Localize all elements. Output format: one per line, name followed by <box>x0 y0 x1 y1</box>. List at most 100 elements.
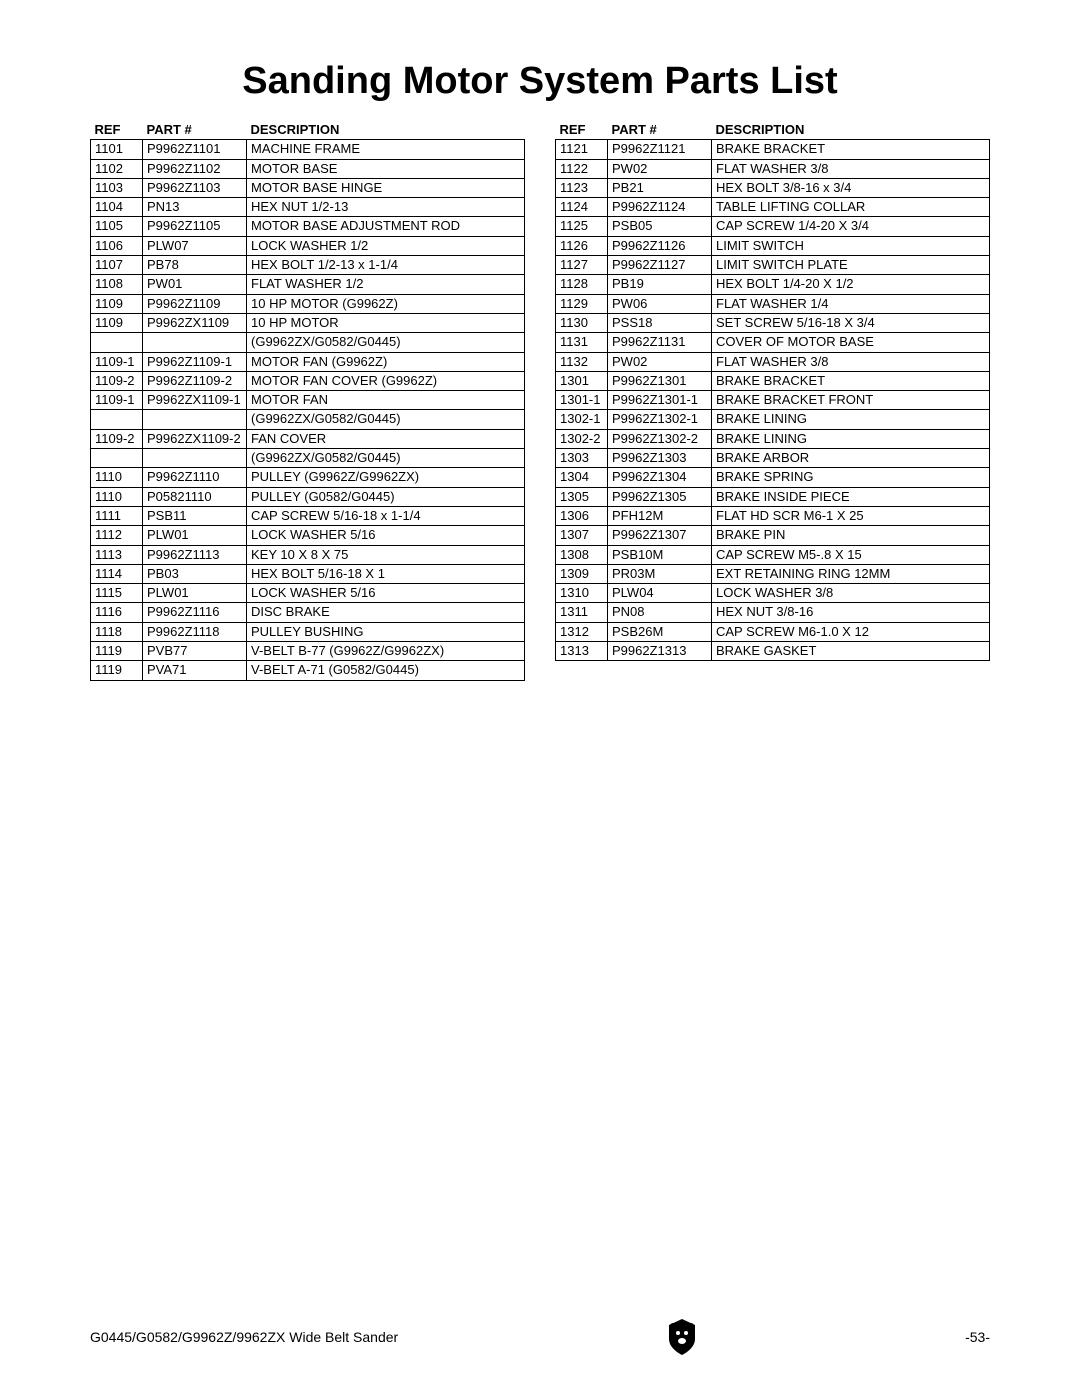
cell-ref: 1119 <box>91 661 143 680</box>
table-row: 1302-1P9962Z1302-1BRAKE LINING <box>556 410 990 429</box>
table-row: 1123PB21HEX BOLT 3/8-16 x 3/4 <box>556 178 990 197</box>
header-desc: DESCRIPTION <box>247 121 525 140</box>
cell-part: P9962Z1303 <box>608 449 712 468</box>
table-row: 1303P9962Z1303BRAKE ARBOR <box>556 449 990 468</box>
table-row: 1313P9962Z1313BRAKE GASKET <box>556 642 990 661</box>
cell-ref <box>91 410 143 429</box>
cell-part: PB21 <box>608 178 712 197</box>
cell-ref: 1101 <box>91 140 143 159</box>
cell-desc: HEX BOLT 5/16-18 X 1 <box>247 564 525 583</box>
cell-part <box>143 449 247 468</box>
table-row: 1112PLW01LOCK WASHER 5/16 <box>91 526 525 545</box>
cell-desc: BRAKE GASKET <box>712 642 990 661</box>
cell-part: P9962Z1307 <box>608 526 712 545</box>
cell-ref: 1129 <box>556 294 608 313</box>
cell-ref: 1122 <box>556 159 608 178</box>
cell-desc: CAP SCREW M6-1.0 X 12 <box>712 622 990 641</box>
page-footer: G0445/G0582/G9962Z/9962ZX Wide Belt Sand… <box>90 1317 990 1357</box>
cell-part: P9962Z1113 <box>143 545 247 564</box>
cell-ref <box>91 333 143 352</box>
table-row: 1129PW06FLAT WASHER 1/4 <box>556 294 990 313</box>
cell-desc: MOTOR BASE HINGE <box>247 178 525 197</box>
cell-part: P9962Z1109-1 <box>143 352 247 371</box>
cell-ref: 1308 <box>556 545 608 564</box>
cell-ref <box>91 449 143 468</box>
cell-desc: BRAKE PIN <box>712 526 990 545</box>
header-ref: REF <box>556 121 608 140</box>
cell-ref: 1130 <box>556 313 608 332</box>
parts-table-left: REF PART # DESCRIPTION 1101P9962Z1101MAC… <box>90 121 525 681</box>
cell-ref: 1312 <box>556 622 608 641</box>
cell-part: P9962Z1131 <box>608 333 712 352</box>
cell-part: P9962Z1103 <box>143 178 247 197</box>
cell-ref: 1109-2 <box>91 371 143 390</box>
cell-ref: 1112 <box>91 526 143 545</box>
cell-ref: 1107 <box>91 256 143 275</box>
table-row: 1126P9962Z1126LIMIT SWITCH <box>556 236 990 255</box>
table-row: 1119PVA71V-BELT A-71 (G0582/G0445) <box>91 661 525 680</box>
cell-desc: KEY 10 X 8 X 75 <box>247 545 525 564</box>
table-row: 1118P9962Z1118PULLEY BUSHING <box>91 622 525 641</box>
cell-part: P9962Z1301 <box>608 371 712 390</box>
table-row: (G9962ZX/G0582/G0445) <box>91 449 525 468</box>
cell-ref: 1116 <box>91 603 143 622</box>
cell-part: P9962Z1109-2 <box>143 371 247 390</box>
cell-desc: FAN COVER <box>247 429 525 448</box>
cell-ref: 1301-1 <box>556 391 608 410</box>
table-row: 1302-2P9962Z1302-2BRAKE LINING <box>556 429 990 448</box>
cell-desc: BRAKE ARBOR <box>712 449 990 468</box>
cell-desc: BRAKE BRACKET FRONT <box>712 391 990 410</box>
cell-desc: LIMIT SWITCH <box>712 236 990 255</box>
cell-part: PFH12M <box>608 506 712 525</box>
table-row: 1104PN13HEX NUT 1/2-13 <box>91 198 525 217</box>
cell-desc: MACHINE FRAME <box>247 140 525 159</box>
cell-desc: HEX BOLT 1/2-13 x 1-1/4 <box>247 256 525 275</box>
table-row: 1127P9962Z1127LIMIT SWITCH PLATE <box>556 256 990 275</box>
cell-part: PW06 <box>608 294 712 313</box>
table-row: 1122PW02FLAT WASHER 3/8 <box>556 159 990 178</box>
footer-model-text: G0445/G0582/G9962Z/9962ZX Wide Belt Sand… <box>90 1329 398 1345</box>
table-row: 1108PW01FLAT WASHER 1/2 <box>91 275 525 294</box>
cell-part: PLW01 <box>143 526 247 545</box>
table-row: 1131P9962Z1131COVER OF MOTOR BASE <box>556 333 990 352</box>
cell-ref: 1109 <box>91 294 143 313</box>
cell-part: PB78 <box>143 256 247 275</box>
cell-part: P9962Z1127 <box>608 256 712 275</box>
cell-part: P9962Z1301-1 <box>608 391 712 410</box>
table-row: 1301P9962Z1301BRAKE BRACKET <box>556 371 990 390</box>
table-row: 1101P9962Z1101MACHINE FRAME <box>91 140 525 159</box>
cell-desc: HEX BOLT 1/4-20 X 1/2 <box>712 275 990 294</box>
cell-part: P9962Z1105 <box>143 217 247 236</box>
table-row: 1109P9962ZX110910 HP MOTOR <box>91 313 525 332</box>
cell-part: PSB26M <box>608 622 712 641</box>
table-row: 1130PSS18SET SCREW 5/16-18 X 3/4 <box>556 313 990 332</box>
cell-desc: CAP SCREW 5/16-18 x 1-1/4 <box>247 506 525 525</box>
cell-part: P9962ZX1109 <box>143 313 247 332</box>
table-header-row: REF PART # DESCRIPTION <box>556 121 990 140</box>
cell-part: PSB10M <box>608 545 712 564</box>
cell-part: PN08 <box>608 603 712 622</box>
cell-ref: 1311 <box>556 603 608 622</box>
page-title: Sanding Motor System Parts List <box>90 60 990 103</box>
cell-part: PVA71 <box>143 661 247 680</box>
cell-ref: 1303 <box>556 449 608 468</box>
cell-desc: LIMIT SWITCH PLATE <box>712 256 990 275</box>
cell-desc: BRAKE LINING <box>712 410 990 429</box>
cell-ref: 1131 <box>556 333 608 352</box>
cell-ref: 1109 <box>91 313 143 332</box>
cell-part: P9962Z1101 <box>143 140 247 159</box>
cell-ref: 1301 <box>556 371 608 390</box>
cell-desc: BRAKE BRACKET <box>712 371 990 390</box>
table-row: 1110P05821110PULLEY (G0582/G0445) <box>91 487 525 506</box>
cell-desc: V-BELT B-77 (G9962Z/G9962ZX) <box>247 642 525 661</box>
cell-ref: 1123 <box>556 178 608 197</box>
header-ref: REF <box>91 121 143 140</box>
cell-ref: 1106 <box>91 236 143 255</box>
cell-ref: 1302-2 <box>556 429 608 448</box>
cell-part: PSB05 <box>608 217 712 236</box>
cell-ref: 1126 <box>556 236 608 255</box>
cell-part: PSS18 <box>608 313 712 332</box>
cell-desc: MOTOR FAN COVER (G9962Z) <box>247 371 525 390</box>
cell-ref: 1309 <box>556 564 608 583</box>
cell-desc: FLAT WASHER 3/8 <box>712 352 990 371</box>
